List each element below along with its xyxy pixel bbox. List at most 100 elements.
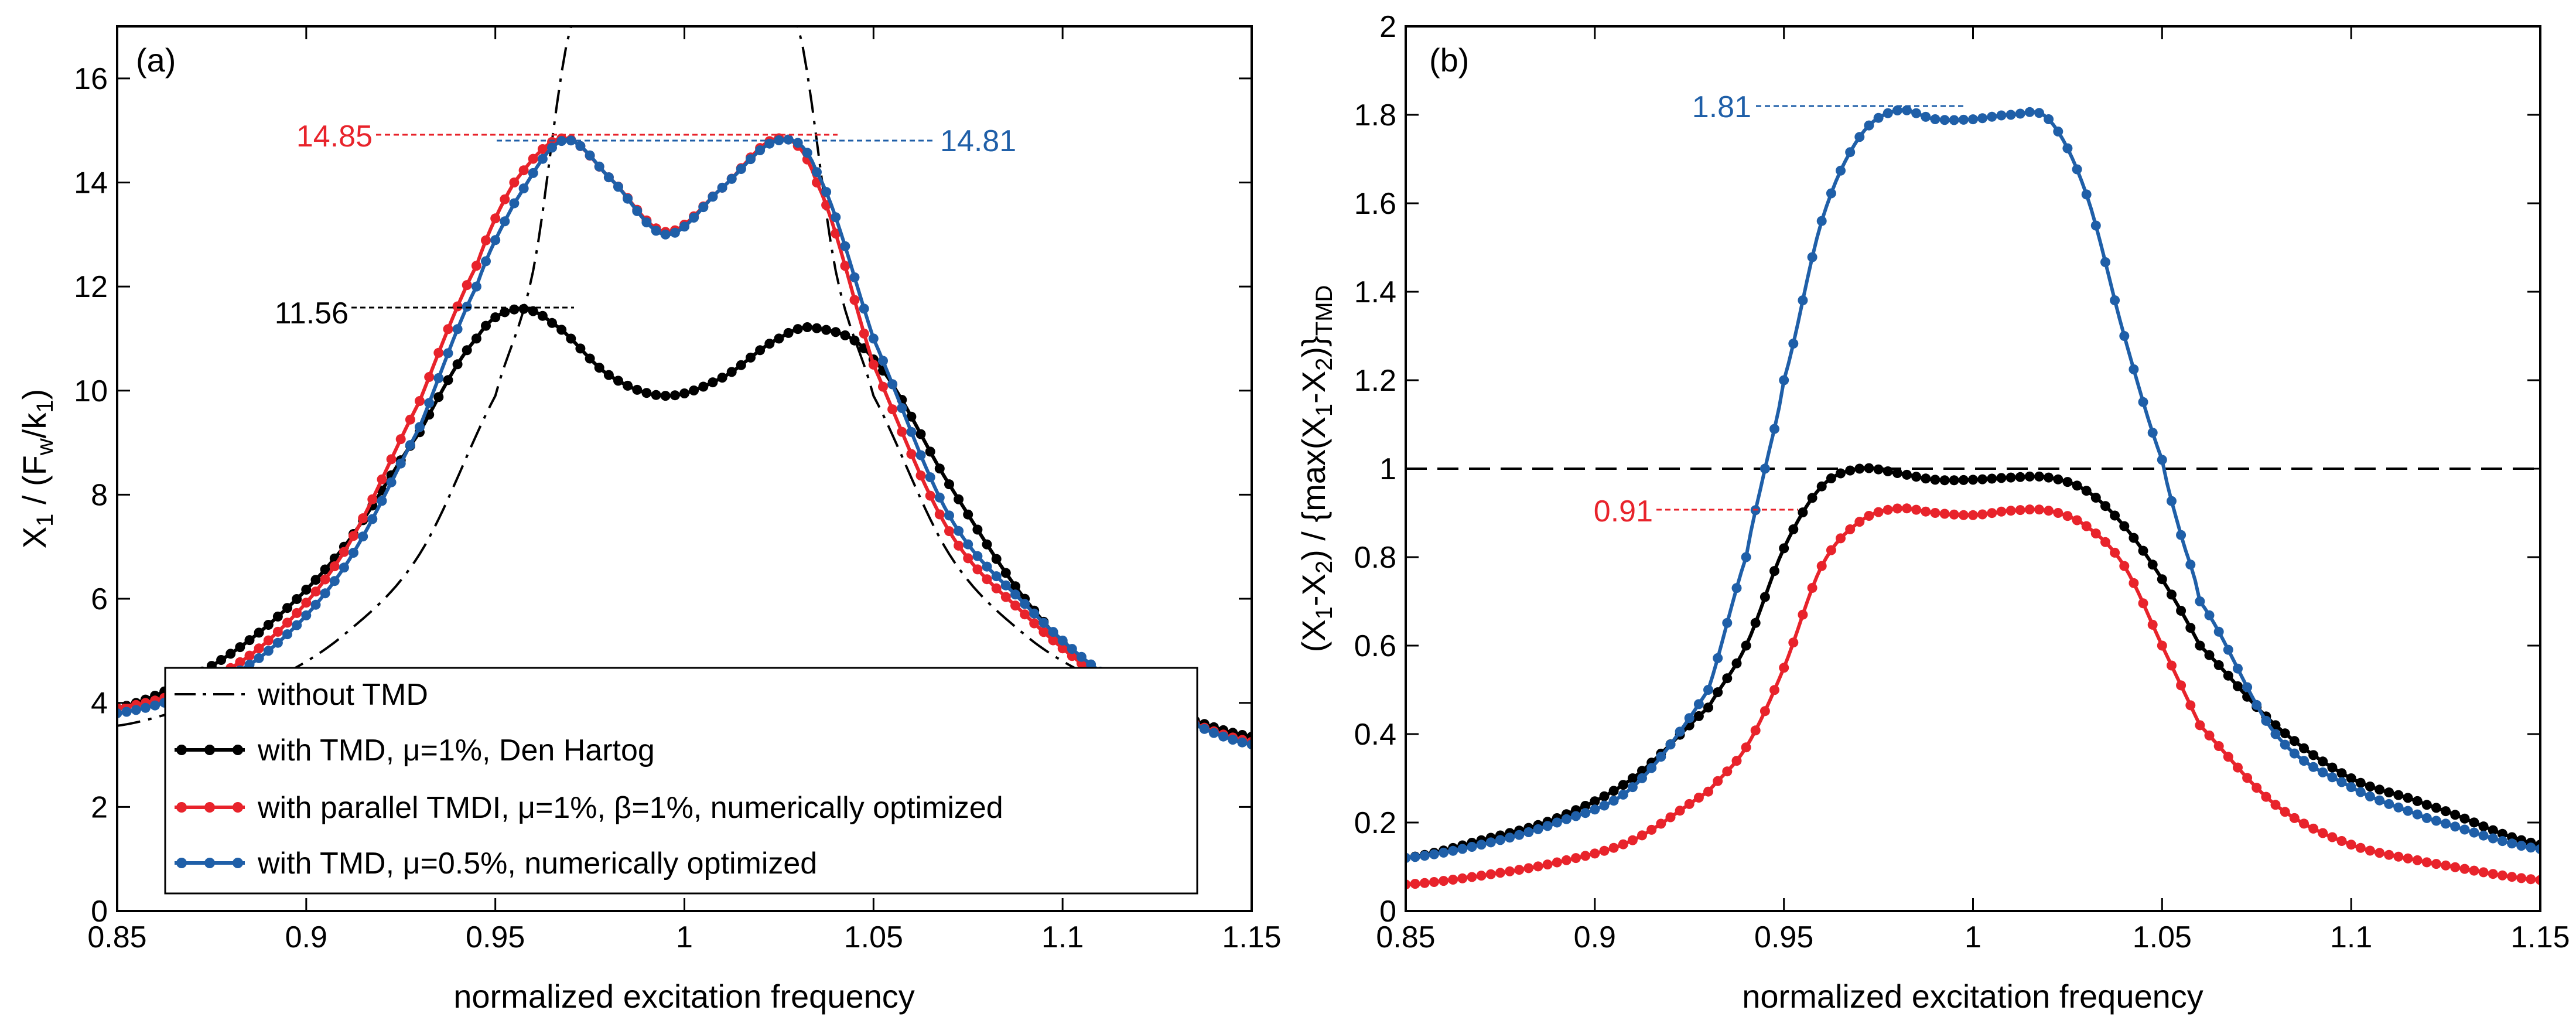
data-point [1410, 852, 1420, 862]
data-point [481, 320, 491, 331]
data-point [2488, 825, 2498, 835]
data-point [2006, 506, 2016, 516]
data-point [1854, 132, 1865, 142]
data-point [915, 470, 926, 481]
data-point [1741, 552, 1751, 562]
data-point [1816, 216, 1827, 226]
annotation-label: 0.91 [1594, 494, 1653, 528]
data-point [2223, 752, 2233, 762]
data-point [1495, 835, 1505, 845]
data-point [1930, 508, 1940, 518]
data-point [1665, 812, 1676, 823]
data-point [963, 509, 973, 520]
annotation-label: 14.81 [940, 124, 1016, 158]
data-point [944, 479, 954, 490]
y-tick-label: 2 [1379, 10, 1396, 44]
data-point [263, 620, 274, 630]
data-point [2147, 619, 2158, 630]
data-point [1798, 295, 1808, 306]
data-point [1883, 504, 1893, 515]
data-point [906, 449, 917, 459]
data-point [1580, 801, 1591, 811]
data-point [1864, 511, 1874, 521]
data-point [1693, 793, 1704, 803]
data-point [1571, 853, 1581, 864]
data-point [1533, 861, 1543, 872]
data-point [1949, 115, 1959, 125]
data-point [471, 261, 481, 271]
data-point [2346, 773, 2356, 783]
data-point [2044, 506, 2054, 516]
data-point [1552, 817, 1562, 828]
data-point [1419, 878, 1430, 888]
data-point [1836, 468, 1846, 479]
data-point [2110, 295, 2120, 306]
data-point [2100, 537, 2110, 547]
data-point [2223, 670, 2233, 681]
data-point [339, 547, 349, 557]
data-point [1703, 702, 1713, 713]
data-point [991, 571, 1002, 582]
data-point [2053, 474, 2063, 485]
data-point [310, 599, 321, 610]
data-point [1731, 583, 1742, 593]
data-point [2024, 107, 2035, 117]
data-point [1561, 814, 1571, 824]
data-point [1010, 600, 1020, 611]
data-point [1760, 592, 1770, 602]
data-point [1958, 475, 1969, 485]
data-point [272, 626, 283, 637]
y-tick-label: 4 [91, 687, 108, 721]
data-point [1410, 879, 1420, 889]
x-tick-label: 0.95 [466, 920, 525, 954]
data-point [972, 564, 983, 575]
data-point [669, 227, 680, 238]
data-point [1892, 105, 1902, 115]
data-point [1505, 866, 1515, 876]
data-point [2024, 504, 2035, 515]
data-point [1457, 844, 1468, 854]
data-point [944, 526, 954, 537]
data-point [1429, 849, 1439, 859]
data-point [840, 241, 850, 251]
x-tick-label: 0.85 [1376, 920, 1435, 954]
data-point [2412, 809, 2423, 820]
data-point [2431, 803, 2441, 813]
data-point [2100, 501, 2110, 511]
data-point [2044, 114, 2054, 124]
data-point [603, 370, 614, 380]
x-tick-label: 1 [676, 920, 693, 954]
data-point [2375, 784, 2385, 795]
data-point [2497, 836, 2507, 847]
data-point [395, 458, 406, 469]
data-point [1807, 493, 1817, 503]
data-point [2336, 768, 2347, 779]
data-point [462, 345, 472, 356]
data-point [471, 333, 481, 344]
data-point [2081, 521, 2092, 531]
data-point [528, 306, 538, 316]
data-point [2090, 528, 2101, 539]
data-point [585, 353, 595, 364]
data-point [1703, 786, 1713, 797]
data-point [1921, 506, 1931, 517]
legend-label: without TMD [257, 678, 428, 712]
data-point [2110, 547, 2120, 558]
data-point [1505, 832, 1515, 843]
data-point [2289, 813, 2300, 823]
data-point [802, 322, 812, 332]
data-point [1760, 463, 1770, 474]
data-point [424, 372, 435, 382]
data-point [1000, 580, 1011, 591]
data-point [1731, 658, 1742, 668]
chart-panel-b: 1.810.91 0.85 0.9 0.95 1 1.05 1.1 1.1500.20.40… [1295, 10, 2570, 1015]
data-point [2280, 728, 2290, 739]
data-point [481, 235, 491, 245]
data-point [1788, 339, 1799, 349]
data-point [575, 141, 586, 151]
data-point [121, 707, 132, 717]
data-point [1048, 627, 1058, 637]
data-point [1571, 811, 1581, 821]
data-point [2318, 828, 2328, 838]
